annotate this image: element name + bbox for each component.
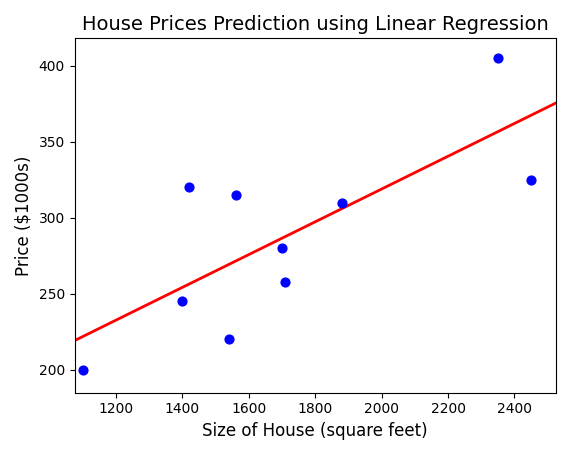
Point bbox=[526, 176, 536, 183]
Title: House Prices Prediction using Linear Regression: House Prices Prediction using Linear Reg… bbox=[82, 15, 549, 34]
Point bbox=[178, 298, 187, 305]
Point bbox=[78, 366, 87, 374]
Point bbox=[231, 192, 240, 199]
Point bbox=[337, 199, 347, 206]
Point bbox=[493, 55, 502, 62]
Point bbox=[281, 278, 290, 285]
Point bbox=[184, 184, 194, 191]
Point bbox=[224, 336, 234, 343]
Point bbox=[278, 245, 287, 252]
Y-axis label: Price ($1000s): Price ($1000s) bbox=[15, 155, 33, 276]
X-axis label: Size of House (square feet): Size of House (square feet) bbox=[203, 422, 428, 440]
